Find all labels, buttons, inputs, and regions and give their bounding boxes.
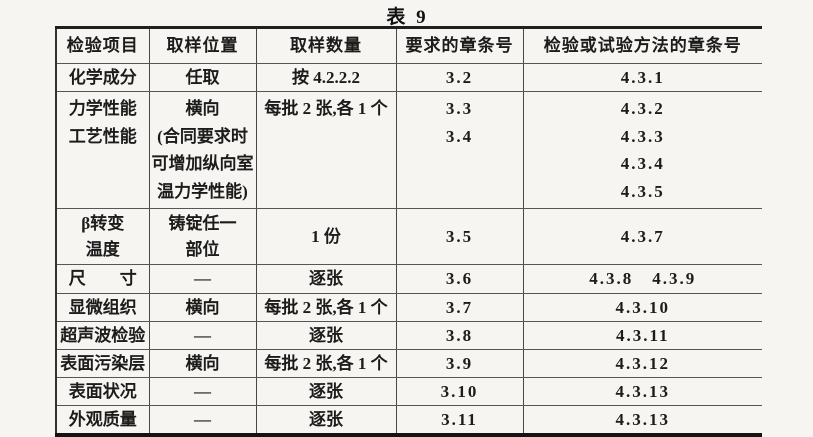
cell-requirement-clause: 3.5	[396, 208, 524, 265]
cell-location: —	[149, 321, 257, 350]
cell-requirement-clause: 3.7	[396, 293, 524, 322]
cell-item: 显微组织	[56, 293, 150, 322]
inspection-table: 检验项目 取样位置 取样数量 要求的章条号 检验或试验方法的章条号 化学成分 任…	[55, 26, 762, 437]
cell-requirement-clause: 3.2	[396, 63, 524, 92]
table-row: β转变 温度 铸锭任一 部位 1 份 3.5 4.3.7	[56, 208, 762, 265]
cell-location: 横向	[149, 293, 257, 322]
cell-quantity: 按 4.2.2.2	[256, 63, 397, 92]
table-row: 表面污染层 横向 每批 2 张,各 1 个 3.9 4.3.12	[56, 349, 762, 378]
cell-quantity: 每批 2 张,各 1 个	[256, 349, 397, 378]
cell-quantity: 逐张	[256, 405, 397, 435]
cell-location: 横向	[149, 349, 257, 378]
cell-requirement-clause: 3.6	[396, 264, 524, 294]
table-row: 显微组织 横向 每批 2 张,各 1 个 3.7 4.3.10	[56, 293, 762, 322]
cell-item: 化学成分	[56, 63, 150, 92]
cell-requirement-clause: 3.3 3.4	[396, 91, 524, 209]
header-sampling-quantity: 取样数量	[256, 27, 397, 64]
table-row: 力学性能 工艺性能 横向 (合同要求时 可增加纵向室 温力学性能) 每批 2 张…	[56, 91, 762, 209]
cell-requirement-clause: 3.10	[396, 377, 524, 406]
table-row: 化学成分 任取 按 4.2.2.2 3.2 4.3.1	[56, 63, 762, 92]
cell-quantity: 逐张	[256, 377, 397, 406]
table-row: 表面状况 — 逐张 3.10 4.3.13	[56, 377, 762, 406]
cell-method-clause: 4.3.1	[523, 63, 762, 92]
cell-quantity: 每批 2 张,各 1 个	[256, 293, 397, 322]
table-title: 表 9	[386, 7, 429, 28]
table-row: 超声波检验 — 逐张 3.8 4.3.11	[56, 321, 762, 350]
cell-location: —	[149, 405, 257, 435]
cell-method-clause: 4.3.7	[523, 208, 762, 265]
table-row: 尺 寸 — 逐张 3.6 4.3.8 4.3.9	[56, 264, 762, 294]
cell-location: 任取	[149, 63, 257, 92]
header-sampling-location: 取样位置	[149, 27, 257, 64]
cell-item: 超声波检验	[56, 321, 150, 350]
cell-method-clause: 4.3.13	[523, 377, 762, 406]
cell-quantity: 每批 2 张,各 1 个	[256, 91, 397, 209]
cell-requirement-clause: 3.8	[396, 321, 524, 350]
cell-method-clause: 4.3.8 4.3.9	[523, 264, 762, 294]
cell-method-clause: 4.3.10	[523, 293, 762, 322]
table-row: 外观质量 — 逐张 3.11 4.3.13	[56, 405, 762, 435]
cell-item: 表面状况	[56, 377, 150, 406]
cell-quantity: 逐张	[256, 264, 397, 294]
cell-item: 表面污染层	[56, 349, 150, 378]
cell-method-clause: 4.3.13	[615, 409, 670, 429]
cell-method-clause: 4.3.12	[523, 349, 762, 378]
cell-requirement-clause: 3.11	[396, 405, 524, 435]
cell-quantity: 1 份	[256, 208, 397, 265]
cell-location: 铸锭任一 部位	[149, 208, 257, 265]
cell-location: 横向 (合同要求时 可增加纵向室 温力学性能)	[149, 91, 257, 209]
cell-quantity: 逐张	[256, 321, 397, 350]
cell-location: —	[149, 377, 257, 406]
cell-method-clause: 4.3.2 4.3.3 4.3.4 4.3.5	[523, 91, 762, 209]
header-inspection-item: 检验项目	[56, 27, 150, 64]
cell-item: 力学性能 工艺性能	[56, 91, 150, 209]
header-requirement-clause: 要求的章条号	[396, 27, 524, 64]
header-row: 检验项目 取样位置 取样数量 要求的章条号 检验或试验方法的章条号	[56, 27, 762, 64]
header-method-clause: 检验或试验方法的章条号	[523, 27, 762, 64]
cell-item: 尺 寸	[56, 264, 150, 294]
cell-location: —	[149, 264, 257, 294]
cell-item: β转变 温度	[56, 208, 150, 265]
cell-requirement-clause: 3.9	[396, 349, 524, 378]
cell-method-clause: 4.3.11	[523, 321, 762, 350]
cell-item: 外观质量	[56, 405, 150, 435]
